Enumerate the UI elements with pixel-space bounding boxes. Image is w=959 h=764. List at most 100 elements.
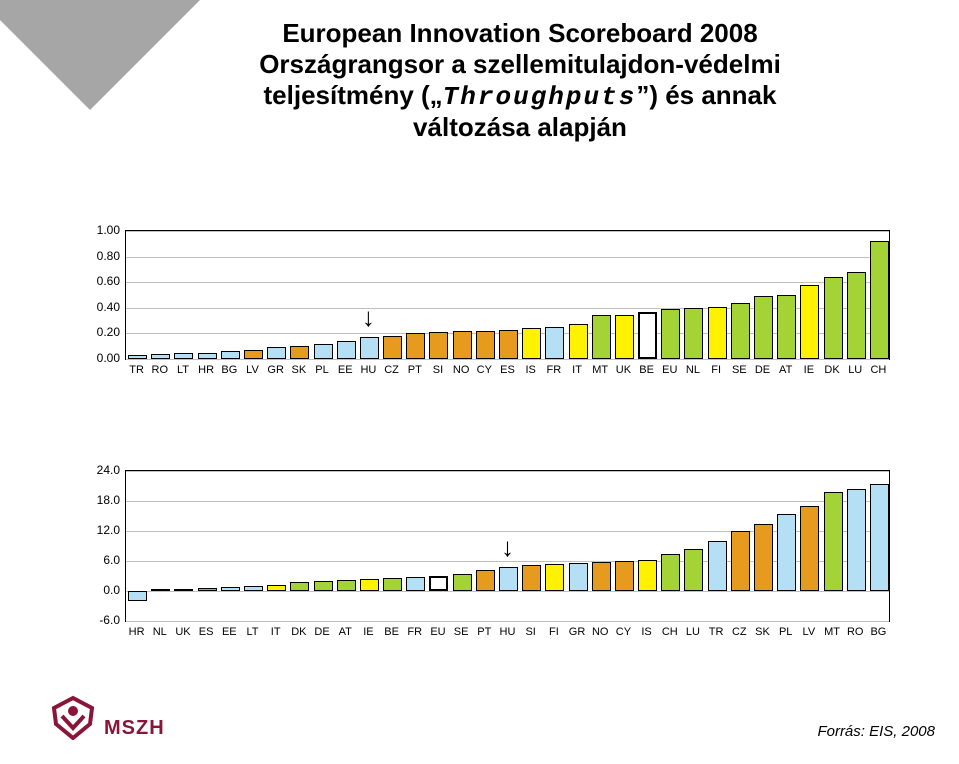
x-axis-tick-label: CZ bbox=[384, 364, 399, 376]
x-axis-tick-label: AT bbox=[779, 364, 792, 376]
bar bbox=[128, 355, 147, 359]
y-axis-label: 0.60 bbox=[70, 274, 120, 288]
x-axis-tick-label: TR bbox=[709, 626, 724, 638]
x-axis-tick-label: SK bbox=[755, 626, 770, 638]
x-axis-tick-label: IS bbox=[641, 626, 651, 638]
x-axis-tick-label: HU bbox=[500, 626, 516, 638]
x-axis-tick-label: NO bbox=[453, 364, 470, 376]
bar bbox=[847, 489, 866, 592]
bar bbox=[661, 554, 680, 591]
x-axis-tick-label: BG bbox=[221, 364, 237, 376]
x-axis-tick-label: GR bbox=[267, 364, 284, 376]
bar bbox=[429, 576, 448, 591]
bar bbox=[824, 277, 843, 359]
bar bbox=[244, 586, 263, 591]
highlight-arrow-icon: ↓ bbox=[362, 302, 375, 333]
page-title: European Innovation Scoreboard 2008 Orsz… bbox=[110, 18, 930, 143]
gridline bbox=[126, 257, 889, 258]
bar bbox=[476, 331, 495, 359]
x-axis-tick-label: IT bbox=[572, 364, 582, 376]
x-axis-tick-label: RO bbox=[152, 364, 169, 376]
title-line2b: teljesítmény („Throughputs”) és annak bbox=[110, 80, 930, 112]
x-axis-tick-label: UK bbox=[616, 364, 631, 376]
y-axis-label: 6.0 bbox=[70, 553, 120, 567]
x-axis-tick-label: CH bbox=[870, 364, 886, 376]
gridline bbox=[126, 282, 889, 283]
gridline bbox=[126, 231, 889, 232]
bar bbox=[754, 296, 773, 359]
y-axis-label: 0.20 bbox=[70, 325, 120, 339]
bar bbox=[684, 308, 703, 359]
x-axis-tick-label: FR bbox=[547, 364, 562, 376]
throughputs-level-chart: 0.000.200.400.600.801.00TRROLTHRBGLVGRSK… bbox=[70, 230, 890, 400]
x-axis-tick-label: HU bbox=[360, 364, 376, 376]
bar bbox=[522, 328, 541, 359]
bar bbox=[615, 315, 634, 359]
gridline bbox=[126, 501, 889, 502]
bar bbox=[337, 580, 356, 592]
x-axis-tick-label: PL bbox=[779, 626, 792, 638]
y-axis-label: 24.0 bbox=[70, 463, 120, 477]
x-axis-tick-label: IS bbox=[525, 364, 535, 376]
x-axis-tick-label: GR bbox=[569, 626, 586, 638]
bar bbox=[267, 585, 286, 592]
x-axis-tick-label: EU bbox=[662, 364, 677, 376]
bar bbox=[174, 589, 193, 591]
bar bbox=[592, 562, 611, 591]
x-axis-tick-label: IE bbox=[804, 364, 814, 376]
y-axis-label: 12.0 bbox=[70, 523, 120, 537]
y-axis-label: 0.40 bbox=[70, 300, 120, 314]
bar bbox=[661, 309, 680, 359]
x-axis-tick-label: DK bbox=[824, 364, 839, 376]
x-axis-tick-label: PT bbox=[408, 364, 422, 376]
source-citation: Forrás: EIS, 2008 bbox=[817, 723, 935, 740]
bar bbox=[824, 492, 843, 591]
highlight-arrow-icon: ↓ bbox=[501, 532, 514, 563]
x-axis-tick-label: IT bbox=[271, 626, 281, 638]
x-axis-tick-label: UK bbox=[175, 626, 190, 638]
bar bbox=[777, 295, 796, 359]
x-axis-tick-label: CY bbox=[616, 626, 631, 638]
bar bbox=[800, 285, 819, 359]
bar bbox=[453, 331, 472, 359]
x-axis-tick-label: NL bbox=[686, 364, 700, 376]
x-axis-tick-label: CH bbox=[662, 626, 678, 638]
gridline bbox=[126, 621, 889, 622]
title-line1: European Innovation Scoreboard 2008 bbox=[110, 18, 930, 49]
bar bbox=[314, 344, 333, 359]
x-axis-tick-label: PL bbox=[315, 364, 328, 376]
bar bbox=[244, 350, 263, 359]
bar bbox=[360, 337, 379, 359]
x-axis-tick-label: IE bbox=[363, 626, 373, 638]
bar bbox=[151, 354, 170, 359]
x-axis-tick-label: LU bbox=[686, 626, 700, 638]
x-axis-tick-label: AT bbox=[339, 626, 352, 638]
x-axis-tick-label: RO bbox=[847, 626, 864, 638]
mszh-logo: MSZH bbox=[50, 694, 165, 740]
bar bbox=[406, 577, 425, 592]
x-axis-tick-label: SI bbox=[525, 626, 535, 638]
mszh-logo-text: MSZH bbox=[104, 717, 165, 740]
gridline bbox=[126, 308, 889, 309]
y-axis-label: 1.00 bbox=[70, 223, 120, 237]
y-axis-label: -6.0 bbox=[70, 613, 120, 627]
mszh-logo-icon bbox=[50, 694, 96, 740]
bar bbox=[337, 341, 356, 359]
bar bbox=[499, 567, 518, 591]
bar bbox=[383, 336, 402, 359]
bar bbox=[569, 324, 588, 359]
bar bbox=[615, 561, 634, 591]
x-axis-tick-label: LU bbox=[848, 364, 862, 376]
bar bbox=[777, 514, 796, 592]
bar bbox=[267, 347, 286, 359]
x-axis-tick-label: LV bbox=[803, 626, 816, 638]
bar bbox=[684, 549, 703, 592]
gridline bbox=[126, 591, 889, 592]
bar bbox=[731, 303, 750, 359]
bar bbox=[592, 315, 611, 359]
x-axis-tick-label: PT bbox=[477, 626, 491, 638]
bar bbox=[522, 565, 541, 592]
x-axis-tick-label: EE bbox=[222, 626, 237, 638]
bar bbox=[151, 589, 170, 591]
x-axis-tick-label: EE bbox=[338, 364, 353, 376]
